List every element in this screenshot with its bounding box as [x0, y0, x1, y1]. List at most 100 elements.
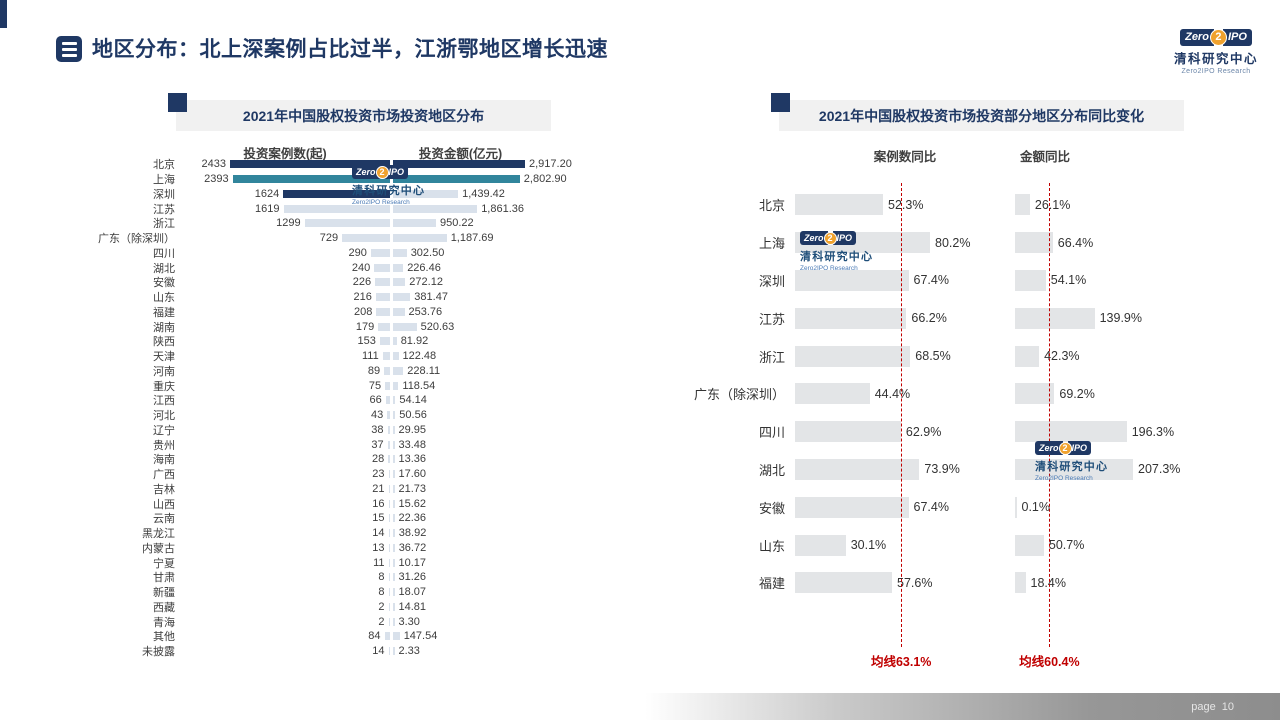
case-count-bar — [388, 602, 390, 611]
case-yoy-value: 44.4% — [874, 386, 911, 401]
case-count-bar — [370, 248, 390, 257]
region-label: 未披露 — [142, 646, 175, 659]
region-row: 深圳 67.4% 54.1% — [685, 262, 1255, 300]
logo-zero: Zero — [1180, 29, 1214, 46]
region-row: 湖北 73.9% 207.3% — [685, 451, 1255, 489]
case-count-value: 2 — [378, 615, 385, 628]
zero2ipo-logo-icon: Zero 2 IPO — [1035, 441, 1092, 455]
case-count-bar — [387, 411, 390, 420]
region-label: 湖北 — [153, 262, 175, 275]
amount-bar — [393, 160, 525, 169]
region-label: 江西 — [153, 395, 175, 408]
cases-zone: 226 — [180, 276, 390, 288]
amount-bar — [393, 352, 399, 361]
case-count-bar — [385, 381, 390, 390]
region-label: 上海 — [153, 174, 175, 187]
amount-bar — [393, 514, 395, 523]
region-label: 湖北 — [758, 462, 785, 478]
amount-bar — [393, 455, 395, 464]
amount-bar — [393, 425, 395, 434]
amount-yoy-zone: 54.1% — [1015, 269, 1255, 291]
region-row: 黑龙江 14 38.92 — [10, 526, 598, 541]
case-count-bar — [378, 322, 390, 331]
case-count-bar — [382, 352, 390, 361]
region-label: 辽宁 — [153, 424, 175, 437]
amount-bar — [393, 337, 397, 346]
case-yoy-bar — [795, 421, 901, 443]
left-chart-title: 2021年中国股权投资市场投资地区分布 — [242, 107, 485, 124]
amount-yoy-value: 196.3% — [1131, 424, 1175, 439]
case-count-bar — [388, 499, 390, 508]
amount-bar — [393, 529, 395, 538]
amount-zone: 1,439.42 — [393, 188, 598, 200]
amount-bar — [393, 484, 395, 493]
region-row: 山东 216 381.47 — [10, 290, 598, 305]
case-count-bar — [342, 234, 390, 243]
region-label: 北京 — [758, 198, 785, 214]
amount-value: 950.22 — [440, 217, 474, 230]
case-yoy-bar — [795, 534, 846, 556]
region-row: 福建 57.6% 18.4% — [685, 564, 1255, 602]
region-row: 甘肃 8 31.26 — [10, 570, 598, 585]
case-yoy-value: 68.5% — [915, 349, 951, 364]
region-row: 其他 84 147.54 — [10, 629, 598, 644]
case-yoy-value: 30.1% — [850, 538, 887, 553]
amount-zone: 122.48 — [393, 350, 598, 362]
case-count-bar — [375, 293, 390, 302]
case-count-value: 14 — [372, 645, 385, 658]
corner-accent-bar — [0, 0, 7, 28]
region-label: 浙江 — [758, 349, 785, 365]
region-label: 广东（除深圳） — [693, 387, 785, 403]
brand-name-cn: 清科研究中心 — [1173, 52, 1258, 66]
cases-zone: 729 — [180, 232, 390, 244]
region-row: 未披露 14 2.33 — [10, 644, 598, 659]
amount-value: 36.72 — [398, 541, 427, 554]
case-count-value: 43 — [370, 409, 384, 422]
amount-average-line — [1049, 183, 1051, 647]
amount-bar — [393, 322, 417, 331]
logo-two-badge: 2 — [1209, 29, 1227, 46]
amount-value: 54.14 — [399, 394, 427, 407]
amount-yoy-bar — [1015, 572, 1026, 594]
amount-value: 272.12 — [409, 276, 443, 289]
region-label: 浙江 — [153, 218, 175, 231]
amount-bar — [393, 204, 478, 213]
case-count-value: 729 — [319, 232, 339, 245]
region-row: 内蒙古 13 36.72 — [10, 541, 598, 556]
amount-yoy-value: 69.2% — [1059, 386, 1095, 401]
region-row: 宁夏 11 10.17 — [10, 555, 598, 570]
amount-zone: 22.36 — [393, 512, 598, 524]
amount-yoy-bar — [1015, 307, 1095, 329]
amount-yoy-bar — [1015, 534, 1044, 556]
region-row: 海南 28 13.36 — [10, 452, 598, 467]
region-label: 福建 — [153, 306, 175, 319]
region-label: 新疆 — [153, 587, 175, 600]
cases-zone: 208 — [180, 306, 390, 318]
logo-zero: Zero — [352, 165, 380, 179]
amount-yoy-value: 26.1% — [1034, 197, 1071, 212]
zero2ipo-watermark: Zero 2 IPO 清科研究中心 Zero2IPO Research — [800, 228, 873, 272]
amount-zone: 3.30 — [393, 616, 598, 628]
amount-value: 2,917.20 — [529, 158, 572, 171]
amount-zone: 118.54 — [393, 380, 598, 392]
region-row: 重庆 75 118.54 — [10, 378, 598, 393]
amount-value: 81.92 — [400, 335, 429, 348]
case-count-bar — [388, 470, 390, 479]
case-count-bar — [232, 175, 390, 184]
cases-zone: 75 — [180, 380, 390, 392]
page-number: page 10 — [1191, 701, 1234, 713]
case-count-bar — [374, 263, 390, 272]
cases-zone: 2 — [180, 616, 390, 628]
region-label: 山西 — [153, 498, 175, 511]
logo-zero: Zero — [800, 231, 828, 245]
amount-zone: 10.17 — [393, 557, 598, 569]
case-yoy-bar — [795, 458, 920, 480]
region-label: 重庆 — [153, 380, 175, 393]
amount-bar — [393, 366, 404, 375]
cases-zone: 21 — [180, 483, 390, 495]
case-yoy-zone: 62.9% — [795, 421, 1015, 443]
right-chart-amount-yoy-header: 金额同比 — [1019, 150, 1070, 164]
amount-zone: 14.81 — [393, 601, 598, 613]
cases-zone: 16 — [180, 498, 390, 510]
region-label: 安徽 — [153, 277, 175, 290]
